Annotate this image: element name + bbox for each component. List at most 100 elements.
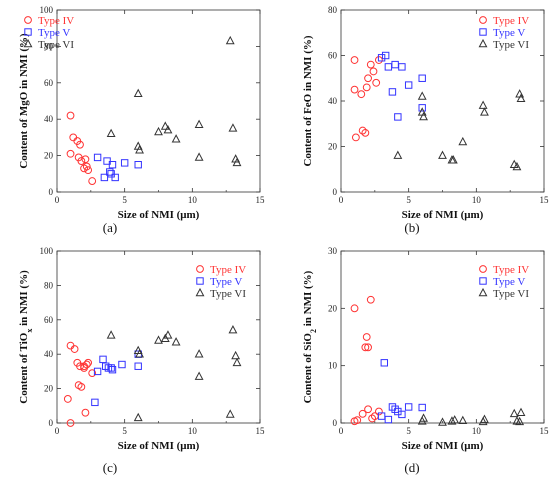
y-axis-label: Content of SiO2 in NMI (%) [302,270,318,403]
x-tick-label: 5 [406,426,411,436]
data-point [93,367,102,376]
data-point [350,56,359,64]
y-tick-label: 0 [49,187,54,197]
data-point [69,133,78,142]
data-point [231,350,241,360]
data-point [393,150,403,159]
panel-label: (b) [404,220,419,235]
data-point [381,51,390,60]
data-point [398,63,406,71]
legend-label: Type VI [493,39,529,51]
data-point [366,60,375,69]
data-point [66,111,75,120]
data-point [228,325,238,334]
data-point [232,157,242,167]
y-tick-label: 30 [328,246,338,256]
data-point [398,410,406,419]
data-point [163,330,173,339]
panel-label: (d) [404,460,419,475]
data-point [358,409,367,418]
data-point [81,408,90,417]
legend-label: Type VI [38,39,74,51]
legend-marker [195,287,205,297]
data-point [448,155,458,164]
data-point [361,128,370,137]
data-point [84,166,93,175]
data-point [419,413,428,422]
data-point [88,369,97,378]
legend-marker [196,277,204,285]
data-point [81,155,90,164]
data-point [154,126,163,136]
series-type-iv [350,56,383,142]
data-point [404,81,413,89]
data-point [480,107,489,116]
data-point [120,159,129,167]
x-tick-label: 10 [188,426,198,436]
data-point [384,415,393,424]
data-point [171,134,181,143]
y-tick-label: 20 [44,384,54,394]
data-point [133,88,143,98]
data-point [163,125,173,134]
y-tick-label: 0 [333,418,338,428]
data-point [194,349,204,358]
legend-label: Type V [493,276,525,288]
y-axis-label: Content of MgO in NMI (%) [18,33,30,169]
data-point [108,365,117,374]
x-axis-label: Size of NMI (μm) [402,440,484,452]
data-point [160,121,170,130]
y-tick-label: 10 [328,361,338,371]
data-point [419,111,428,121]
data-point [133,412,143,422]
data-point [107,364,115,372]
data-point [358,126,367,135]
legend-marker [478,38,488,48]
series-type-iv [66,111,97,185]
x-tick-label: 0 [339,195,344,205]
data-point [76,140,84,149]
data-point [225,35,235,45]
data-point [362,83,371,92]
data-point [509,408,519,418]
legend-marker [479,28,487,36]
series-type-iv [350,295,383,426]
series-type-vi [106,35,242,167]
y-tick-label: 60 [44,315,54,325]
x-axis-label: Size of NMI (μm) [402,209,484,221]
data-point [111,173,119,182]
x-axis-label: Size of NMI (μm) [118,440,200,452]
panel-a: 0 5 10 15 0 20 40 60 80 100 Size of NMI (μm) Conten… [18,5,265,235]
data-point [438,150,447,159]
data-point [418,74,426,82]
data-point [82,162,91,171]
data-point [350,85,359,94]
x-axis-label: Size of NMI (μm) [118,209,200,221]
data-point [372,78,381,87]
legend-label: Type IV [493,264,529,276]
data-point [66,419,75,427]
y-tick-label: 40 [44,349,54,359]
data-point [99,355,107,364]
data-point [362,333,371,341]
x-tick-label: 15 [540,195,550,205]
series-type-v [377,359,426,424]
data-point [135,349,144,358]
data-point [88,177,97,185]
data-point [108,161,117,169]
data-point [380,359,389,367]
x-tick-label: 15 [256,426,266,436]
data-point [364,405,372,414]
panel-d: 0 5 10 15 0 10 20 30 Size of NMI (μm) Content of … [302,246,549,475]
data-point [225,409,235,418]
panel-c: 0 5 10 15 0 20 40 60 80 100 Size of NMI (μm) Conten… [18,246,265,475]
data-point [106,330,116,339]
x-tick-label: 0 [55,426,60,436]
y-tick-label: 40 [328,96,338,106]
y-axis-label: Content of TiOx in NMI (%) [18,270,34,404]
data-point [391,60,399,69]
data-point [366,295,375,304]
legend-label: Type IV [38,15,74,27]
